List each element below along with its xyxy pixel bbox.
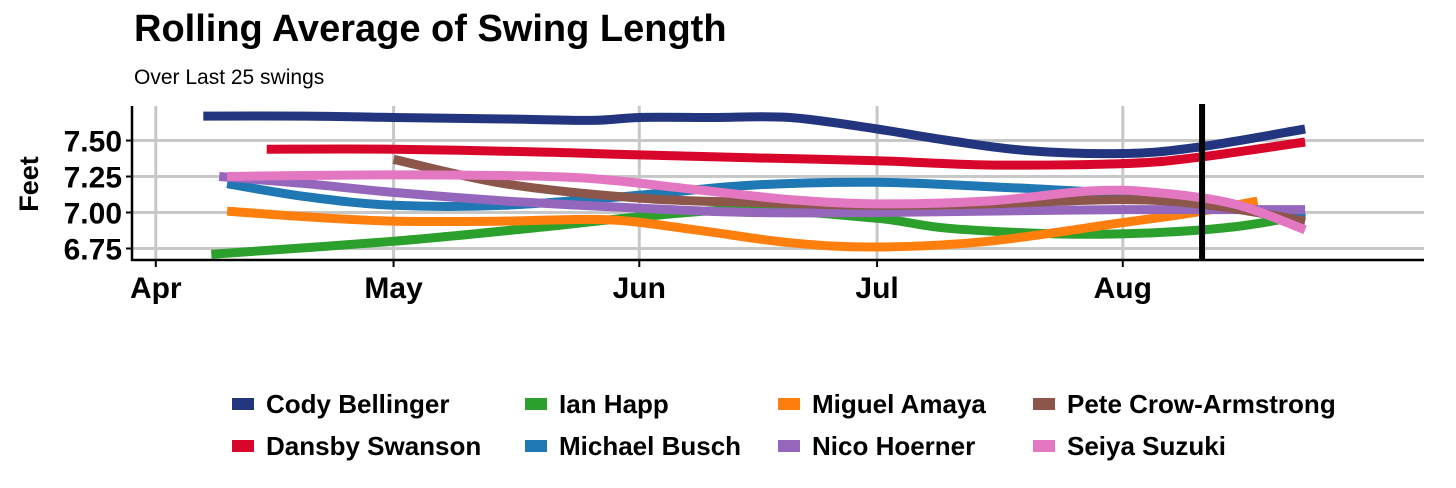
series-line-miguel-amaya — [226, 196, 1259, 252]
legend-item-michael-busch: Michael Busch — [521, 426, 774, 466]
legend: Cody Bellinger Dansby Swanson Ian Happ Mich… — [228, 384, 1336, 466]
legend-item-ian-happ: Ian Happ — [521, 384, 774, 424]
series-line-dansby-swanson — [266, 137, 1306, 170]
y-tick-label: 6.75 — [64, 233, 122, 266]
legend-label: Michael Busch — [559, 430, 742, 461]
legend-label: Ian Happ — [559, 388, 669, 419]
axes: 6.757.007.257.50 Apr May Jun Jul Aug — [64, 106, 1424, 305]
legend-item-pete-crow-armstrong: Pete Crow-Armstrong — [1029, 384, 1336, 424]
legend-swatch — [525, 440, 547, 452]
chart-subtitle: Over Last 25 swings — [134, 66, 325, 89]
series-line-seiya-suzuki — [227, 170, 1307, 235]
series-lines — [203, 111, 1307, 259]
legend-item-cody-bellinger: Cody Bellinger — [228, 384, 521, 424]
x-tick-label: May — [364, 272, 423, 305]
legend-swatch — [232, 440, 254, 452]
legend-swatch — [232, 398, 254, 410]
line-chart: 6.757.007.257.50 Apr May Jun Jul Aug Feet — [14, 104, 1424, 305]
legend-item-dansby-swanson: Dansby Swanson — [228, 426, 521, 466]
legend-label: Nico Hoerner — [812, 430, 976, 461]
legend-item-nico-hoerner: Nico Hoerner — [774, 426, 1029, 466]
y-tick-label: 7.25 — [64, 162, 122, 195]
y-axis-label: Feet — [14, 156, 44, 212]
legend-swatch — [1033, 440, 1055, 452]
legend-item-seiya-suzuki: Seiya Suzuki — [1029, 426, 1309, 466]
legend-label: Miguel Amaya — [812, 388, 986, 419]
series-line-nico-hoerner — [218, 172, 1306, 218]
legend-swatch — [1033, 398, 1055, 410]
x-tick-label: Jun — [613, 272, 666, 305]
y-tick-label: 7.50 — [64, 126, 122, 159]
legend-swatch — [525, 398, 547, 410]
legend-label: Pete Crow-Armstrong — [1067, 388, 1336, 419]
legend-swatch — [778, 398, 800, 410]
chart-title: Rolling Average of Swing Length — [134, 8, 727, 50]
x-tick-label: Jul — [855, 272, 898, 305]
x-tick-label: Apr — [130, 272, 182, 305]
y-tick-label: 7.00 — [64, 198, 122, 231]
legend-label: Cody Bellinger — [266, 388, 450, 419]
series-line-cody-bellinger — [203, 111, 1306, 159]
legend-swatch — [778, 440, 800, 452]
legend-label: Seiya Suzuki — [1067, 430, 1226, 461]
legend-label: Dansby Swanson — [266, 430, 482, 461]
legend-item-miguel-amaya: Miguel Amaya — [774, 384, 1029, 424]
x-tick-label: Aug — [1094, 272, 1152, 305]
